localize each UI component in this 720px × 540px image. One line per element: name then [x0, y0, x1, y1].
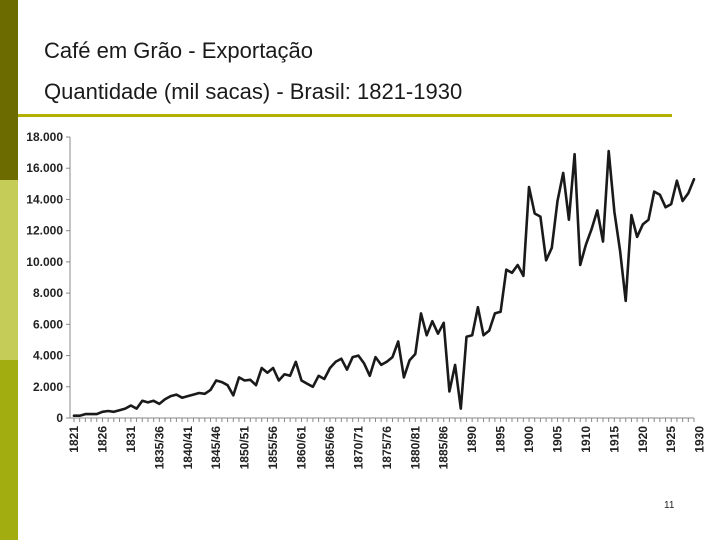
y-tick-label: 2.000	[33, 380, 63, 394]
slide-subtitle: Quantidade (mil sacas) - Brasil: 1821-19…	[44, 79, 463, 104]
x-tick-label: 1870/71	[351, 426, 365, 470]
y-tick-label: 14.000	[26, 192, 63, 206]
title-rule	[18, 114, 672, 117]
x-tick-label: 1835/36	[152, 426, 166, 470]
x-tick-label: 1845/46	[209, 426, 223, 470]
accent-bar-middle	[0, 180, 18, 360]
page-number: 11	[664, 500, 675, 511]
y-tick-label: 6.000	[33, 317, 63, 331]
y-tick-label: 16.000	[26, 161, 63, 175]
x-tick-label: 1826	[95, 426, 109, 453]
accent-bar-bottom	[0, 360, 18, 540]
x-tick-label: 1855/56	[266, 426, 280, 470]
x-tick-label: 1930	[693, 426, 707, 453]
export-line-chart: 0 2.000 4.000 6.000 8.000 10.000 12.000 14.000 1…	[26, 130, 707, 470]
x-tick-label: 1925	[664, 426, 678, 453]
x-tick-label: 1905	[550, 426, 564, 453]
y-tick-label: 10.000	[26, 255, 63, 269]
series-line	[72, 149, 696, 418]
x-tick-label: 1880/81	[408, 426, 422, 470]
x-tick-label: 1920	[636, 426, 650, 453]
x-tick-label: 1865/66	[323, 426, 337, 470]
y-tick-label: 4.000	[33, 349, 63, 363]
x-tick-label: 1831	[124, 426, 138, 453]
x-tick-label: 1840/41	[181, 426, 195, 470]
y-tick-label: 0	[56, 411, 63, 425]
x-tick-label: 1821	[67, 426, 81, 453]
x-tick-label: 1915	[607, 426, 621, 453]
x-tick-label: 1900	[522, 426, 536, 453]
x-tick-label: 1910	[579, 426, 593, 453]
x-tick-label: 1875/76	[380, 426, 394, 470]
x-tick-label: 1890	[465, 426, 479, 453]
accent-bar-top	[0, 0, 18, 180]
y-tick-label: 12.000	[26, 224, 63, 238]
x-tick-label: 1885/86	[437, 426, 451, 470]
y-tick-label: 18.000	[26, 130, 63, 144]
x-tick-label: 1895	[494, 426, 508, 453]
x-tick-label: 1860/61	[295, 426, 309, 470]
x-tick-label: 1850/51	[238, 426, 252, 470]
slide-title: Café em Grão - Exportação	[44, 38, 314, 63]
y-tick-label: 8.000	[33, 286, 63, 300]
